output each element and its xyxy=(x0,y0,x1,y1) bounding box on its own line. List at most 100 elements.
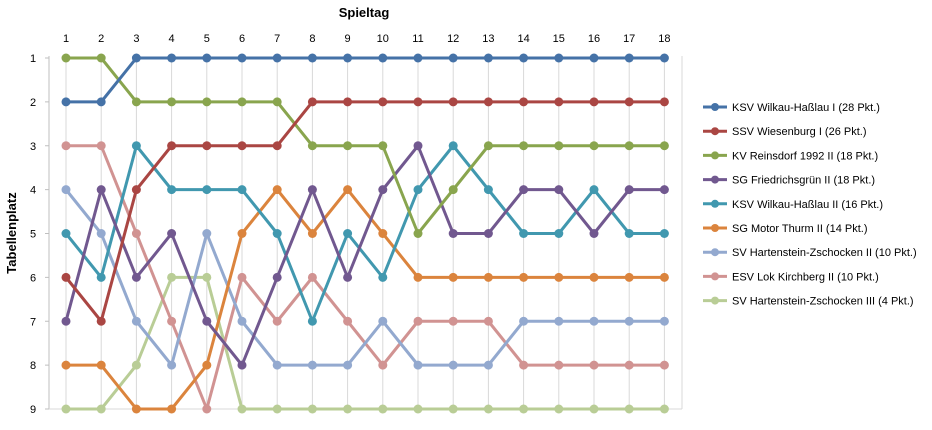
data-point xyxy=(237,97,247,107)
data-point xyxy=(659,53,669,63)
y-axis-title: Tabellenplatz xyxy=(4,192,19,274)
data-point xyxy=(589,316,599,326)
data-point xyxy=(589,97,599,107)
data-point xyxy=(307,141,317,151)
data-point xyxy=(659,97,669,107)
legend-item: KSV Wilkau-Haßlau II (16 Pkt.) xyxy=(703,199,883,211)
x-tick-label: 11 xyxy=(412,33,423,45)
data-point xyxy=(378,404,388,414)
legend-item: SV Hartenstein-Zschocken II (10 Pkt.) xyxy=(703,247,917,259)
data-point xyxy=(519,141,529,151)
data-point xyxy=(483,272,493,282)
data-point xyxy=(272,185,282,195)
data-point xyxy=(61,141,71,151)
series-2 xyxy=(61,97,669,326)
series-line xyxy=(66,188,665,411)
legend: KSV Wilkau-Haßlau I (28 Pkt.) SSV Wiesenb… xyxy=(703,102,917,308)
data-point xyxy=(202,229,212,238)
legend-swatch-marker xyxy=(711,296,719,305)
data-point xyxy=(659,229,669,238)
series-line xyxy=(64,144,665,323)
data-point xyxy=(659,272,669,282)
data-point xyxy=(96,272,106,282)
legend-item: ESV Lok Kirchberg II (10 Pkt.) xyxy=(703,271,879,283)
data-point xyxy=(483,141,493,151)
data-point xyxy=(519,272,529,282)
data-point xyxy=(131,53,141,63)
data-point xyxy=(483,97,493,107)
y-tick-label: 7 xyxy=(30,316,36,328)
data-point xyxy=(413,185,423,195)
data-point xyxy=(202,404,212,414)
data-point xyxy=(131,272,141,282)
data-point xyxy=(237,141,247,151)
data-point xyxy=(624,97,634,107)
data-point xyxy=(448,97,458,107)
data-point xyxy=(131,316,141,326)
x-tick-label: 3 xyxy=(133,33,139,45)
series-lines xyxy=(61,53,669,414)
data-point xyxy=(272,360,282,370)
data-point xyxy=(519,185,529,195)
x-tick-label: 4 xyxy=(169,33,175,45)
x-tick-label: 2 xyxy=(98,33,104,45)
data-point xyxy=(589,404,599,414)
data-point xyxy=(343,97,353,107)
x-tick-label: 5 xyxy=(204,33,210,45)
data-point xyxy=(554,53,564,63)
data-point xyxy=(659,404,669,414)
data-point xyxy=(624,229,634,238)
data-point xyxy=(378,141,388,151)
data-point xyxy=(624,272,634,282)
data-point xyxy=(167,141,177,151)
data-point xyxy=(272,316,282,326)
data-point xyxy=(378,185,388,195)
data-point xyxy=(96,97,106,107)
legend-item: SV Hartenstein-Zschocken III (4 Pkt.) xyxy=(703,296,914,308)
data-point xyxy=(272,229,282,238)
data-point xyxy=(448,229,458,238)
data-point xyxy=(659,316,669,326)
legend-swatch-marker xyxy=(711,199,719,208)
data-point xyxy=(307,272,317,282)
data-point xyxy=(131,404,141,414)
data-point xyxy=(554,316,564,326)
data-point xyxy=(624,360,634,370)
data-point xyxy=(237,404,247,414)
data-point xyxy=(61,360,71,370)
series-line xyxy=(64,188,665,367)
data-point xyxy=(167,53,177,63)
data-point xyxy=(237,185,247,195)
data-point xyxy=(343,141,353,151)
legend-swatch-marker xyxy=(711,175,719,184)
data-point xyxy=(554,404,564,414)
data-point xyxy=(519,404,529,414)
data-point xyxy=(378,272,388,282)
data-point xyxy=(131,360,141,370)
x-tick-label: 9 xyxy=(345,33,351,45)
legend-swatch-marker xyxy=(711,103,719,111)
data-point xyxy=(483,316,493,326)
legend-label: KSV Wilkau-Haßlau II (16 Pkt.) xyxy=(732,199,883,211)
data-point xyxy=(237,360,247,370)
x-tick-label: 16 xyxy=(588,33,600,45)
data-point xyxy=(343,185,353,195)
data-point xyxy=(448,272,458,282)
data-point xyxy=(413,272,423,282)
y-tick-label: 4 xyxy=(30,185,36,197)
x-tick-label: 13 xyxy=(482,33,494,45)
series-7 xyxy=(61,185,669,370)
data-point xyxy=(448,404,458,414)
legend-swatch-marker xyxy=(711,151,719,160)
legend-item: KV Reinsdorf 1992 II (18 Pkt.) xyxy=(703,150,878,162)
data-point xyxy=(167,360,177,370)
data-point xyxy=(202,53,212,63)
data-point xyxy=(554,185,564,195)
data-point xyxy=(272,272,282,282)
x-tick-label: 7 xyxy=(274,33,280,45)
data-point xyxy=(589,141,599,151)
data-point xyxy=(237,272,247,282)
data-point xyxy=(167,272,177,282)
